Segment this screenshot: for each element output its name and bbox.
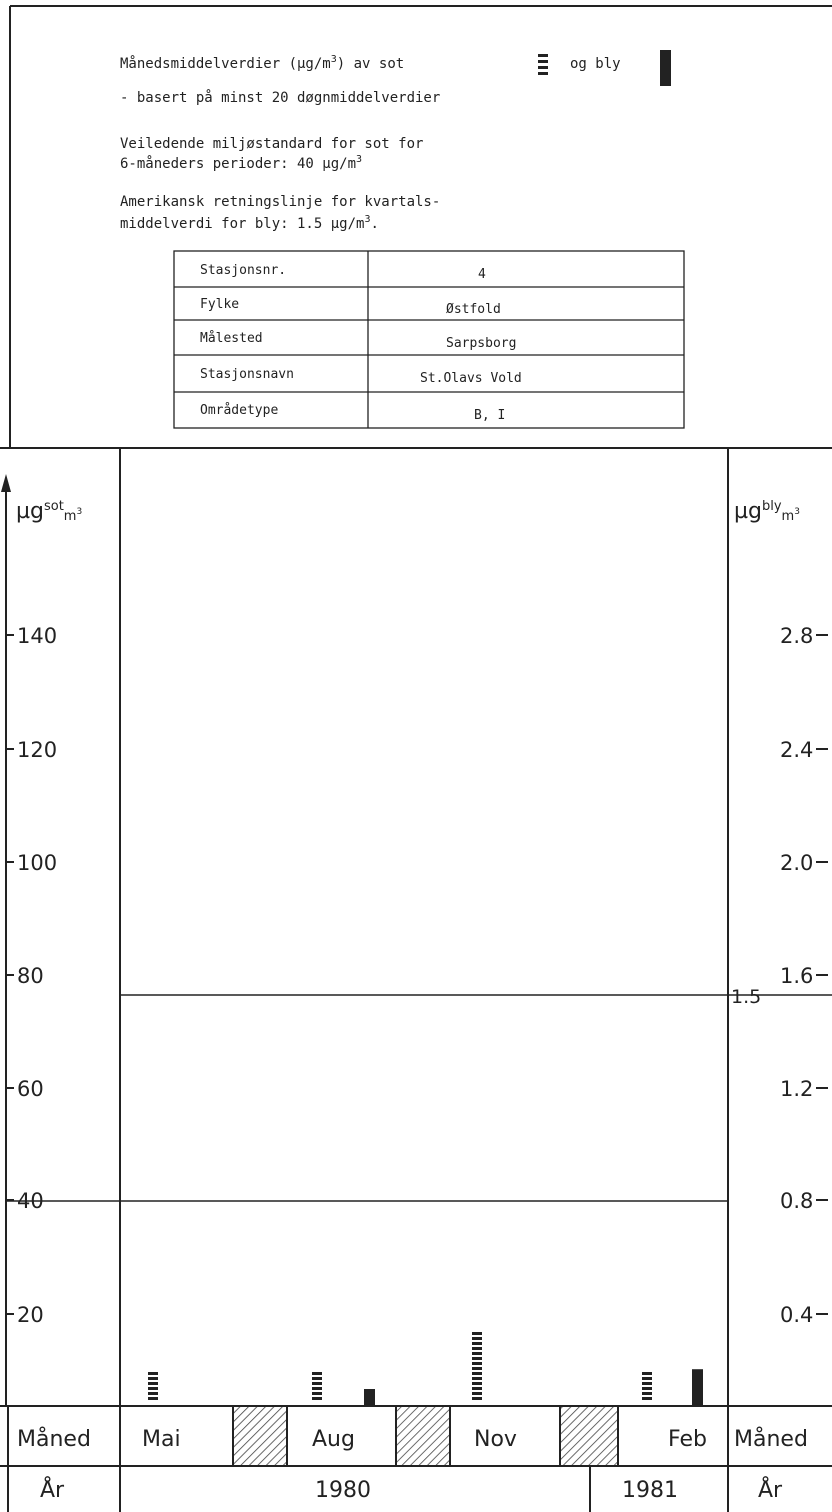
bottom-table: Måned Mai Aug Nov Feb Måned År 1980 1981… bbox=[0, 1405, 832, 1512]
year-1980: 1980 bbox=[315, 1478, 371, 1503]
sot-bar bbox=[148, 1372, 158, 1400]
right-axis-unit: µgblym3 bbox=[734, 499, 800, 524]
legend-bly-swatch bbox=[660, 50, 671, 86]
info-value: Østfold bbox=[446, 302, 501, 317]
bly-bar bbox=[692, 1369, 703, 1406]
right-tick-label: 0.8 bbox=[780, 1189, 813, 1213]
month-feb: Feb bbox=[668, 1427, 707, 1452]
right-ticks: 2.8 2.4 2.0 1.6 1.2 0.8 0.4 bbox=[780, 624, 828, 1327]
header-box: Månedsmiddelverdier (µg/m3) av sot og bl… bbox=[0, 5, 832, 449]
info-value: Sarpsborg bbox=[446, 336, 516, 351]
info-value: 4 bbox=[478, 267, 486, 282]
month-mai: Mai bbox=[142, 1427, 181, 1452]
info-value: St.Olavs Vold bbox=[420, 371, 522, 386]
hatched-gap bbox=[395, 1405, 451, 1467]
right-tick-label: 2.8 bbox=[780, 624, 813, 648]
left-axis-unit: µgsotm3 bbox=[16, 499, 82, 524]
left-axis-arrow bbox=[1, 474, 11, 492]
left-tick-label: 100 bbox=[17, 851, 57, 875]
legend-line-1: Månedsmiddelverdier (µg/m3) av sot bbox=[120, 54, 404, 72]
right-tick-label: 0.4 bbox=[780, 1303, 813, 1327]
info-label: Målested bbox=[200, 331, 263, 346]
bly-bar bbox=[364, 1389, 375, 1406]
left-tick-label: 120 bbox=[17, 738, 57, 762]
legend-line-2: - basert på minst 20 døgnmiddelverdier bbox=[120, 89, 440, 106]
right-tick-label: 2.4 bbox=[780, 738, 813, 762]
right-tick-label: 2.0 bbox=[780, 851, 813, 875]
sot-bar bbox=[312, 1372, 322, 1400]
month-aug: Aug bbox=[312, 1427, 355, 1452]
legend-sot-swatch bbox=[538, 54, 548, 75]
info-label: Fylke bbox=[200, 297, 239, 312]
left-tick-label: 80 bbox=[17, 964, 44, 988]
sot-bar bbox=[642, 1372, 652, 1400]
bly-guideline-line-1: Amerikansk retningslinje for kvartals- bbox=[120, 194, 440, 210]
left-tick-label: 20 bbox=[17, 1303, 44, 1327]
station-info-table bbox=[173, 250, 685, 429]
year-label-left: År bbox=[40, 1476, 65, 1503]
year-1981: 1981 bbox=[622, 1478, 678, 1503]
info-label: Stasjonsnavn bbox=[200, 367, 294, 382]
bly-guideline-line-2: middelverdi for bly: 1.5 µg/m3. bbox=[120, 214, 379, 232]
hatched-gap bbox=[232, 1405, 288, 1467]
left-tick-label: 140 bbox=[17, 624, 57, 648]
hatched-gap bbox=[559, 1405, 619, 1467]
data-bars bbox=[148, 1332, 703, 1406]
sot-standard-line-1: Veiledende miljøstandard for sot for bbox=[120, 136, 423, 152]
right-tick-label: 1.2 bbox=[780, 1077, 813, 1101]
bly-guideline-label: 1.5 bbox=[731, 986, 761, 1008]
legend-line-1-end: og bly bbox=[570, 56, 621, 72]
month-nov: Nov bbox=[474, 1427, 517, 1452]
info-value: B, I bbox=[474, 408, 505, 423]
month-label-right: Måned bbox=[734, 1426, 808, 1452]
right-tick-label: 1.6 bbox=[780, 964, 813, 988]
station-info-cells: Stasjonsnr. 4 Fylke Østfold Målested Sar… bbox=[200, 263, 522, 423]
year-label-right: År bbox=[758, 1476, 783, 1503]
info-label: Stasjonsnr. bbox=[200, 263, 286, 278]
month-label-left: Måned bbox=[17, 1426, 91, 1452]
left-ticks: 140 120 100 80 60 40 20 bbox=[6, 624, 57, 1327]
info-label: Områdetype bbox=[200, 403, 278, 418]
sot-standard-line-2: 6-måneders perioder: 40 µg/m3 bbox=[120, 154, 362, 172]
sot-bar bbox=[472, 1332, 482, 1400]
chart-frame bbox=[119, 448, 729, 1512]
left-tick-label: 60 bbox=[17, 1077, 44, 1101]
